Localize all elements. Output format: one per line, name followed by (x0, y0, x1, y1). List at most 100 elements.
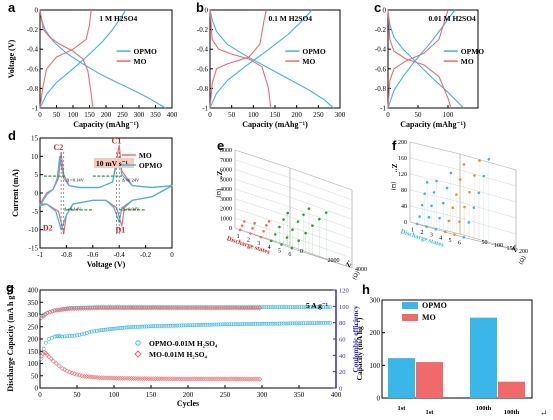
x-tick-label-a: 350 (150, 111, 161, 119)
cycle-marker (142, 324, 147, 329)
cycle-marker (87, 330, 92, 335)
cycle-marker (126, 375, 132, 381)
x-tick-label-g: 350 (294, 391, 305, 399)
x-tick-label-f: 6 (458, 241, 461, 247)
x-tick-label-c: 0 (386, 111, 390, 119)
cycle-marker (206, 305, 212, 311)
cycle-marker (44, 340, 48, 345)
cycle-marker (209, 376, 215, 382)
grid-line-e (234, 169, 353, 210)
delta-label: Δ =0.14V (66, 177, 84, 182)
panel-letter-h: h (362, 282, 370, 297)
cycle-marker (233, 376, 239, 382)
cycle-marker (326, 305, 330, 310)
cycle-marker (235, 305, 241, 311)
y-tick-label-a: -0.6 (27, 65, 39, 73)
cycle-marker (129, 325, 133, 330)
legend-marker-g (134, 350, 142, 358)
cycle-marker (56, 363, 62, 369)
cycle-marker (78, 306, 84, 311)
y-tick-label-c: 0 (383, 7, 387, 15)
cycle-marker (159, 376, 165, 382)
x-tick-label-h: 100th (504, 409, 520, 416)
cycle-marker (89, 305, 95, 311)
top-frame-e (234, 149, 353, 191)
scan-rate-label: 10 mV s⁻¹ (96, 159, 128, 168)
cycle-marker (235, 376, 241, 382)
cycle-marker (50, 358, 56, 364)
y-tick-label-g: 0 (35, 385, 39, 393)
x-tick-label-e: 1 (237, 234, 240, 240)
cycle-marker (168, 376, 174, 382)
cycle-marker (150, 376, 156, 382)
cycle-marker (80, 305, 86, 311)
y-tick-label-b: -0.4 (197, 46, 209, 54)
cycle-marker (146, 376, 152, 382)
x-tick-label-b: 250 (313, 111, 324, 119)
z-axis-label-e: Z'' (215, 171, 223, 180)
cycle-marker (264, 305, 269, 310)
cycle-marker (52, 334, 57, 339)
cycle-marker (236, 322, 240, 327)
y2-tick-label: 40 (339, 353, 346, 360)
cycle-marker (321, 305, 326, 310)
cycle-marker (56, 334, 61, 338)
y-tick-label-g: 150 (28, 348, 39, 356)
y2-tick-label: 120 (339, 288, 349, 295)
x-tick-label-b: 200 (291, 111, 302, 119)
cycle-marker (220, 376, 226, 382)
y2-tick-label: 0 (339, 386, 342, 393)
cycle-marker (139, 376, 145, 381)
cycle-marker (112, 326, 116, 331)
cycle-marker (244, 322, 249, 326)
cycle-marker (137, 376, 143, 381)
cycle-marker (233, 322, 238, 327)
cycle-marker (216, 322, 221, 327)
cycle-marker (238, 322, 243, 326)
x-tick-label-a: 150 (84, 111, 95, 119)
series-line-c-MO (387, 9, 452, 109)
cycle-marker (76, 306, 82, 311)
cycle-marker (249, 322, 254, 326)
y-axis-label-a: Voltage (V) (7, 39, 16, 78)
cycle-marker (122, 325, 127, 330)
cycle-marker (213, 376, 219, 382)
cycle-marker (122, 375, 128, 381)
peak-label: D2 (43, 223, 53, 232)
x-tick-label-e: 4 (268, 245, 271, 251)
y-axis-label-f: Z' (510, 244, 520, 254)
x-tick-label-a: 400 (167, 111, 178, 119)
cycle-marker (162, 324, 166, 328)
grid-line-e (234, 208, 353, 249)
cycle-marker (275, 305, 280, 310)
legend-label-d: OPMO (139, 161, 162, 170)
cycle-marker (69, 306, 75, 312)
cycle-marker (80, 332, 84, 337)
cycle-marker (41, 313, 46, 317)
y-tick-label-a: -0.8 (27, 85, 39, 93)
y-tick-label-b: -0.6 (197, 65, 209, 73)
cycle-marker (144, 324, 149, 329)
cycle-marker (199, 323, 203, 327)
grid-line-e (234, 188, 353, 230)
cycle-marker (217, 305, 223, 311)
y-tick-label-a: 0 (35, 7, 39, 15)
delta-label: Δ =0.24V (122, 177, 140, 182)
z-tick-label-f: 160 (398, 156, 407, 162)
cycle-marker (163, 376, 169, 382)
cycle-marker (56, 307, 62, 313)
cycle-marker (198, 376, 204, 382)
cycle-marker (257, 321, 262, 326)
cycle-marker (83, 305, 88, 311)
x-tick-label-e: 2 (247, 238, 250, 244)
panel-letter-a: a (8, 0, 16, 15)
cycle-marker (281, 321, 286, 326)
top-frame-f (409, 141, 517, 171)
cycle-marker (279, 321, 284, 326)
cycle-marker (222, 376, 228, 382)
grid-line-e (234, 179, 353, 220)
cycle-marker (218, 376, 224, 382)
x-tick-label-e: 3 (257, 241, 260, 247)
x-axis-label-d: Voltage (V) (87, 260, 126, 269)
